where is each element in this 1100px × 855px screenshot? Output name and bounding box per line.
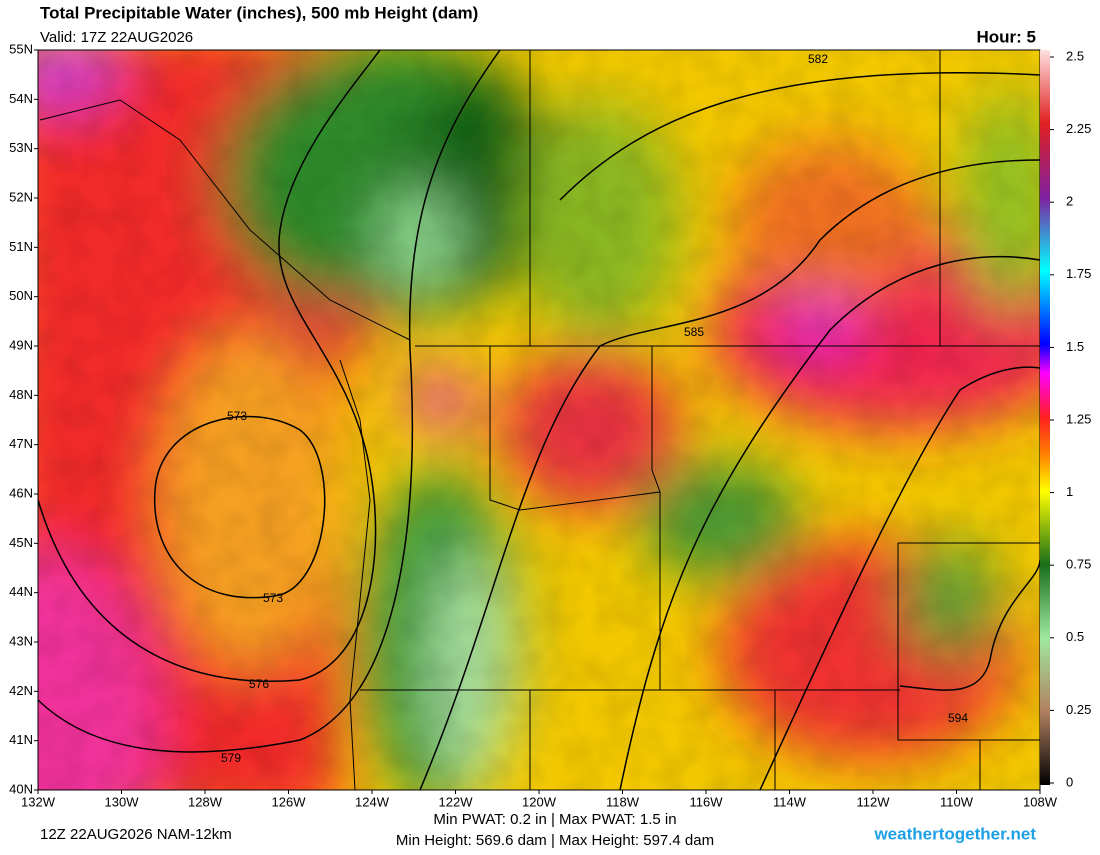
valid-time: Valid: 17Z 22AUG2026 [40, 29, 193, 46]
colorbar-label: 0.5 [1066, 629, 1084, 644]
lon-label: 132W [21, 794, 56, 809]
colorbar-label: 2 [1066, 194, 1073, 209]
borders [39, 50, 1040, 790]
contour-label: 579 [221, 751, 241, 765]
lat-label: 50N [9, 288, 33, 303]
lat-label: 52N [9, 189, 33, 204]
lon-label: 112W [857, 794, 891, 809]
height-contours [38, 50, 1040, 790]
lat-label: 44N [9, 584, 33, 599]
lon-label: 122W [439, 794, 474, 809]
contour-label: 582 [808, 52, 828, 66]
lon-label: 108W [1023, 794, 1058, 809]
contour-label: 576 [249, 677, 269, 691]
site-credit: weathertogether.net [873, 824, 1036, 843]
lat-label: 54N [9, 91, 33, 106]
contour-label: 573 [263, 591, 283, 605]
model-run: 12Z 22AUG2026 NAM-12km [40, 826, 232, 843]
colorbar-label: 0.75 [1066, 557, 1091, 572]
lat-label: 53N [9, 140, 33, 155]
lon-label: 114W [773, 794, 807, 809]
colorbar-label: 1.75 [1066, 266, 1091, 281]
lon-label: 120W [522, 794, 557, 809]
height-range: Min Height: 569.6 dam | Max Height: 597.… [396, 832, 714, 849]
colorbar-label: 1.25 [1066, 411, 1091, 426]
lat-label: 55N [9, 41, 33, 56]
colorbar-label: 1 [1066, 484, 1073, 499]
lon-label: 116W [690, 794, 724, 809]
lat-label: 51N [9, 239, 33, 254]
title: Total Precipitable Water (inches), 500 m… [40, 3, 478, 22]
colorbar-label: 0.25 [1066, 702, 1091, 717]
lon-label: 130W [105, 794, 140, 809]
lat-label: 40N [9, 781, 33, 796]
lon-label: 128W [188, 794, 223, 809]
colorbar-label: 2.25 [1066, 121, 1091, 136]
lat-label: 47N [9, 436, 33, 451]
colorbar [1040, 50, 1050, 785]
contour-label: 585 [684, 325, 704, 339]
lon-label: 118W [606, 794, 640, 809]
lat-label: 49N [9, 337, 33, 352]
lon-label: 124W [355, 794, 390, 809]
lat-label: 43N [9, 633, 33, 648]
colorbar-label: 2.5 [1066, 48, 1084, 63]
pwat-range: Min PWAT: 0.2 in | Max PWAT: 1.5 in [433, 811, 676, 828]
contour-label: 573 [227, 409, 247, 423]
lat-label: 42N [9, 683, 33, 698]
contour-label: 594 [948, 711, 968, 725]
lat-label: 46N [9, 485, 33, 500]
colorbar-label: 0 [1066, 774, 1073, 789]
colorbar-label: 1.5 [1066, 339, 1084, 354]
lat-label: 48N [9, 387, 33, 402]
lon-label: 110W [940, 794, 974, 809]
pwat-field [38, 50, 1040, 790]
lon-label: 126W [272, 794, 307, 809]
forecast-hour: Hour: 5 [977, 27, 1037, 46]
lat-label: 41N [9, 732, 33, 747]
lat-label: 45N [9, 535, 33, 550]
